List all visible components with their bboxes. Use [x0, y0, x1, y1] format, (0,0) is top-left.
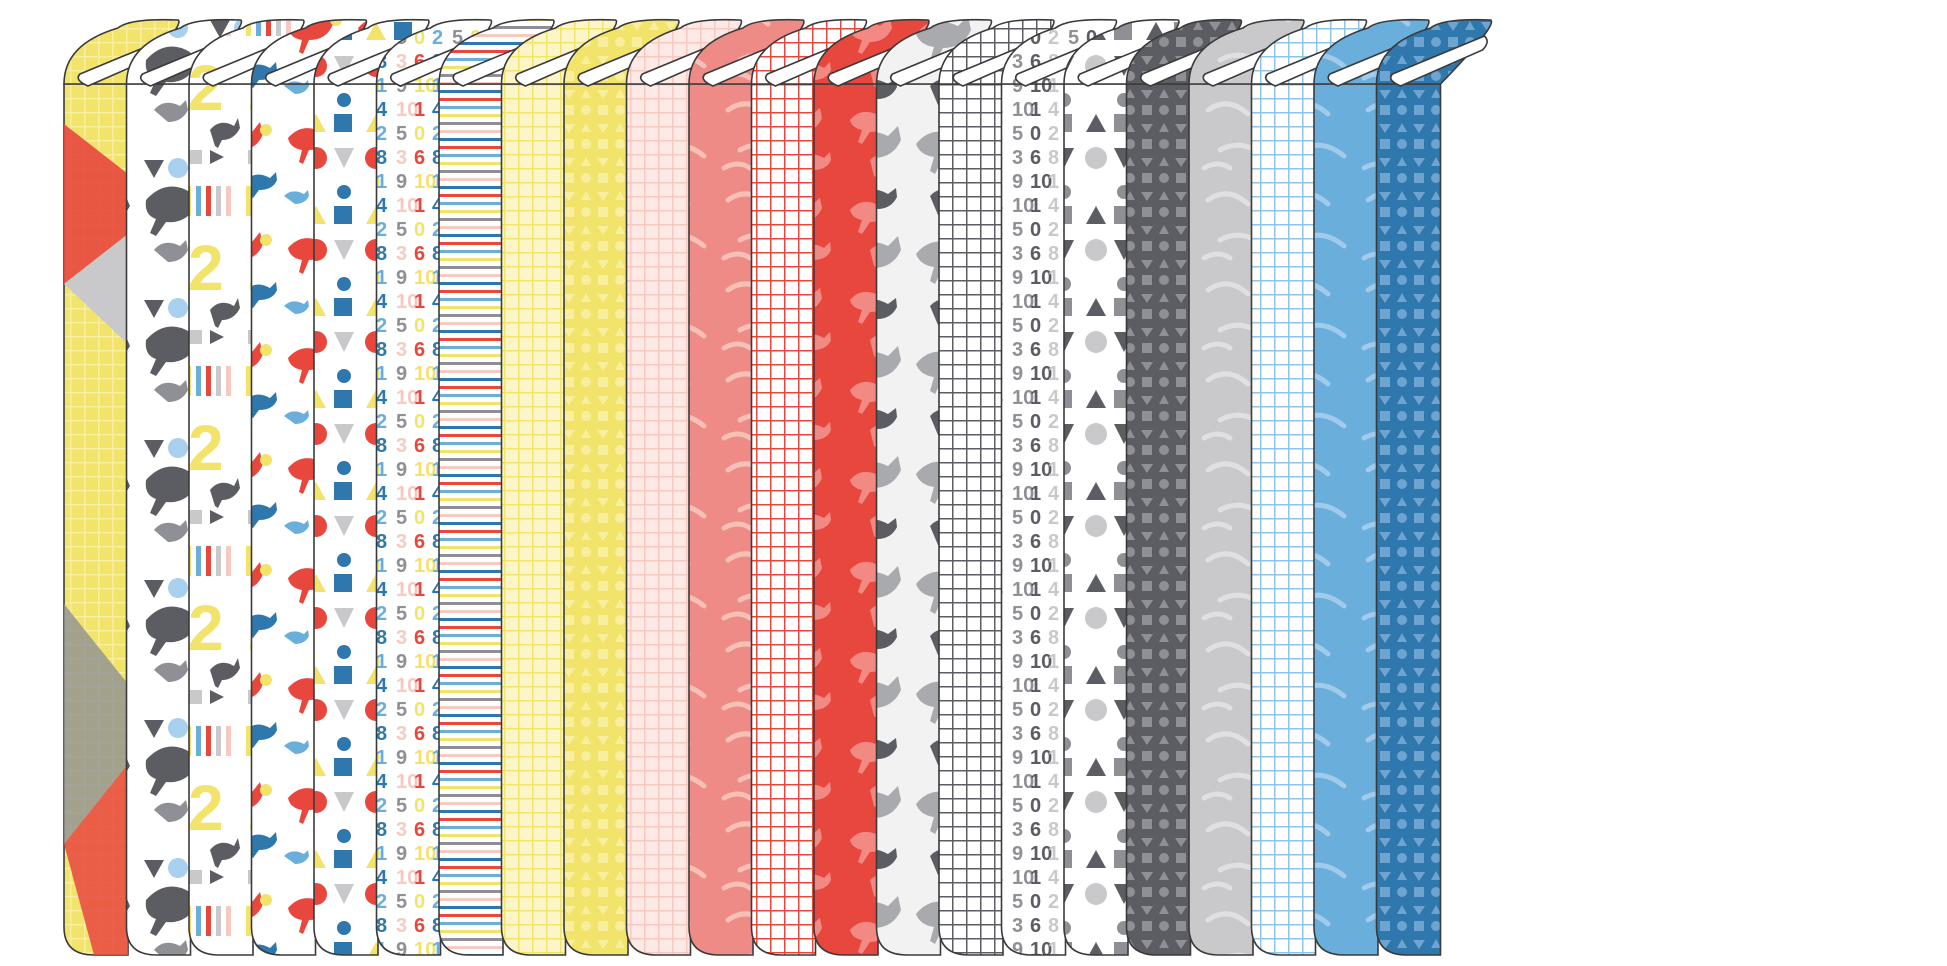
bolt-spine	[250, 83, 317, 956]
bolt-spine	[813, 83, 879, 956]
bolt-board-slot	[1389, 35, 1488, 87]
bolt-spine	[875, 83, 942, 956]
bolt-spine	[1063, 83, 1129, 956]
fabric-bolt	[188, 18, 305, 956]
bolt-spine	[188, 83, 254, 956]
patch-red-lower	[64, 764, 128, 955]
bolt-spine	[1125, 83, 1192, 956]
patch-gray	[64, 234, 128, 344]
fabric-bolt	[1000, 18, 1118, 956]
bolt-spine	[625, 83, 692, 956]
fabric-bolt	[1313, 18, 1430, 956]
bolt-spine	[688, 83, 754, 956]
bolt-spine	[563, 83, 629, 956]
bolt-spine	[750, 83, 817, 956]
fabric-bolt	[875, 18, 993, 956]
bolt-spine	[125, 83, 192, 956]
bolt-spine	[438, 83, 504, 956]
bolt-spine	[1375, 83, 1442, 956]
bolt-spine	[313, 83, 379, 956]
fabric-bolt	[125, 18, 243, 956]
bolt-spine	[1313, 83, 1379, 956]
bolt-spine	[1000, 83, 1067, 956]
fabric-bolt	[500, 18, 618, 956]
bolt-spine	[500, 83, 567, 956]
fabric-bolt	[625, 18, 743, 956]
bolt-spine	[1250, 83, 1317, 956]
bolt-spine	[375, 83, 442, 956]
patch-red	[64, 124, 128, 284]
fabric-bolt	[1375, 18, 1493, 956]
bolt-spine	[1188, 83, 1254, 956]
bolt-spine	[938, 83, 1004, 956]
